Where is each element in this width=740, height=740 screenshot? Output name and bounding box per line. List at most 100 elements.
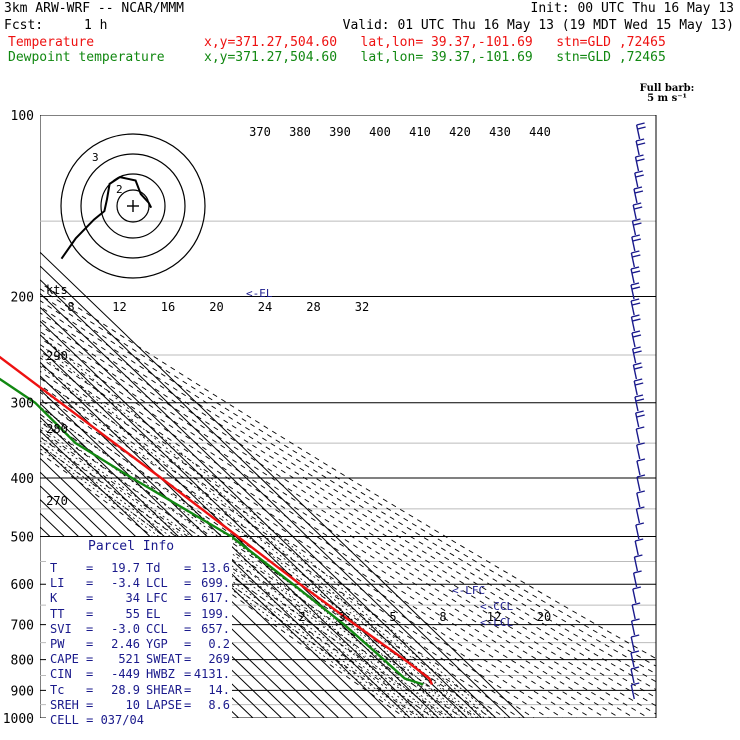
parcel-v2: 699. [201,576,230,591]
isotherm-10 [40,320,454,718]
wind-barb [633,186,644,204]
parcel-row: SVI = -3.0 CCL = 657. [50,621,230,636]
parcel-k2: EL [146,606,161,621]
wind-barb [630,682,640,700]
moist-adiabat-40 [40,334,497,718]
hodograph-trace [60,176,153,260]
dry-adiabat-370 [40,363,578,718]
wind-barb [630,298,641,316]
wind-barb [635,506,645,524]
dry-adiabat-430 [40,324,656,715]
dry-adiabat-350 [40,377,550,718]
theta-tick-440: 440 [529,125,551,139]
isotherm--70 [40,430,340,718]
wind-barb [634,394,645,412]
parcel-row: T = 19.7 Td = 13.6 [50,561,230,575]
parcel-k2: SHEAR [146,682,183,697]
parcel-v2: 13.6 [201,561,230,575]
wind-barb [632,202,643,220]
wind-barb [634,154,645,172]
parcel-v1: 19.7 [111,561,140,575]
isotherm-20 [40,306,468,718]
parcel-k1: SREH [50,697,79,712]
wind-barb [636,490,645,508]
pressure-label-900: 900 [11,684,34,699]
moist-adiabat-4 [40,420,445,718]
wind-barb [630,666,640,684]
theta-tick-370: 370 [249,125,271,139]
wind-barb [631,330,642,348]
dewpoint-location: x,y=371.27,504.60 lat,lon= 39.37,-101.69… [204,50,666,65]
parcel-k2: YGP [146,636,168,651]
wind-barb [635,138,646,156]
hodograph-ring-1 [80,153,186,259]
dry-tick-280: 280 [46,422,68,436]
parcel-v1: 2.46 [111,636,140,651]
wind-barb [634,170,644,188]
wind-barb [630,250,641,268]
mixratio-tick-2: 2 [298,610,305,624]
dry-tick-290: 290 [46,349,68,363]
mixratio-tick-20: 20 [537,610,551,624]
parcel-row: TT = 55 EL = 199. [50,606,230,621]
parcel-row: LI = -3.4 LCL = 699. [50,576,230,591]
dry-adiabat-360 [40,370,564,718]
hodograph-ring-0 [60,133,206,279]
mixratio-tick-12: 12 [487,610,501,624]
parcel-k2: Td [146,561,161,575]
wind-barb [634,538,644,556]
wind-barb [631,346,642,364]
dewpoint-legend: Dewpoint temperature [8,50,165,65]
parcel-k1: LI [50,576,65,591]
level-label-lfc: <-LFC [452,584,485,597]
pressure-label-300: 300 [11,397,34,412]
parcel-v1: 34 [125,591,140,606]
parcel-k1: CAPE [50,652,79,667]
wind-barb [633,378,644,396]
hodograph-ring-2 [100,173,166,239]
wind-barb [630,314,641,332]
model-title: 3km ARW-WRF -- NCAR/MMM [4,1,185,16]
forecast-hour: 1 h [84,18,108,33]
level-label-lcl: <-LCL [480,616,513,629]
theta-tick-430: 430 [489,125,511,139]
parcel-k1: TT [50,606,65,621]
parcel-row: SREH = 10 LAPSE = 8.6 [50,697,230,712]
parcel-v1: 28.9 [111,682,140,697]
wind-barb [635,522,645,540]
parcel-k2: CCL [146,621,168,636]
isotherm--40 [40,388,382,718]
theta-tick-400: 400 [369,125,391,139]
wind-barb [630,282,641,300]
speed-tick-32: 32 [355,300,369,314]
wind-barb [635,410,645,428]
parcel-k1: CIN [50,667,72,682]
mixratio-tick-8: 8 [439,610,446,624]
speed-tick-24: 24 [258,300,272,314]
isotherm--30 [40,375,397,718]
dry-tick-270: 270 [46,494,68,508]
parcel-row: K = 34 LFC = 617. [50,591,230,606]
level-label-el: <-EL [246,287,273,300]
parcel-row: Tc = 28.9 SHEAR = 14. [50,682,230,697]
wind-barb [631,234,642,252]
mixratio-tick-3: 3 [338,610,345,624]
parcel-row: PW = 2.46 YGP = 0.2 [50,636,230,651]
parcel-k2: HWBZ [146,667,175,682]
moist-adiabat-0 [40,426,439,718]
temperature-location: x,y=371.27,504.60 lat,lon= 39.37,-101.69… [204,35,666,50]
parcel-k1: PW [50,636,65,651]
pressure-label-200: 200 [11,291,34,306]
parcel-k2: SWEAT [146,652,183,667]
dry-adiabat-400 [40,343,621,718]
dry-adiabat-460 [40,306,656,691]
wind-barb [630,650,640,668]
wind-barb [636,474,646,492]
wind-barb [630,618,640,636]
parcel-info-title: Parcel Info [88,539,175,554]
pressure-label-700: 700 [11,619,34,634]
pressure-label-100: 100 [11,109,34,124]
barb-legend-title: Full barb: [639,83,695,94]
parcel-k1: SVI [50,621,72,636]
